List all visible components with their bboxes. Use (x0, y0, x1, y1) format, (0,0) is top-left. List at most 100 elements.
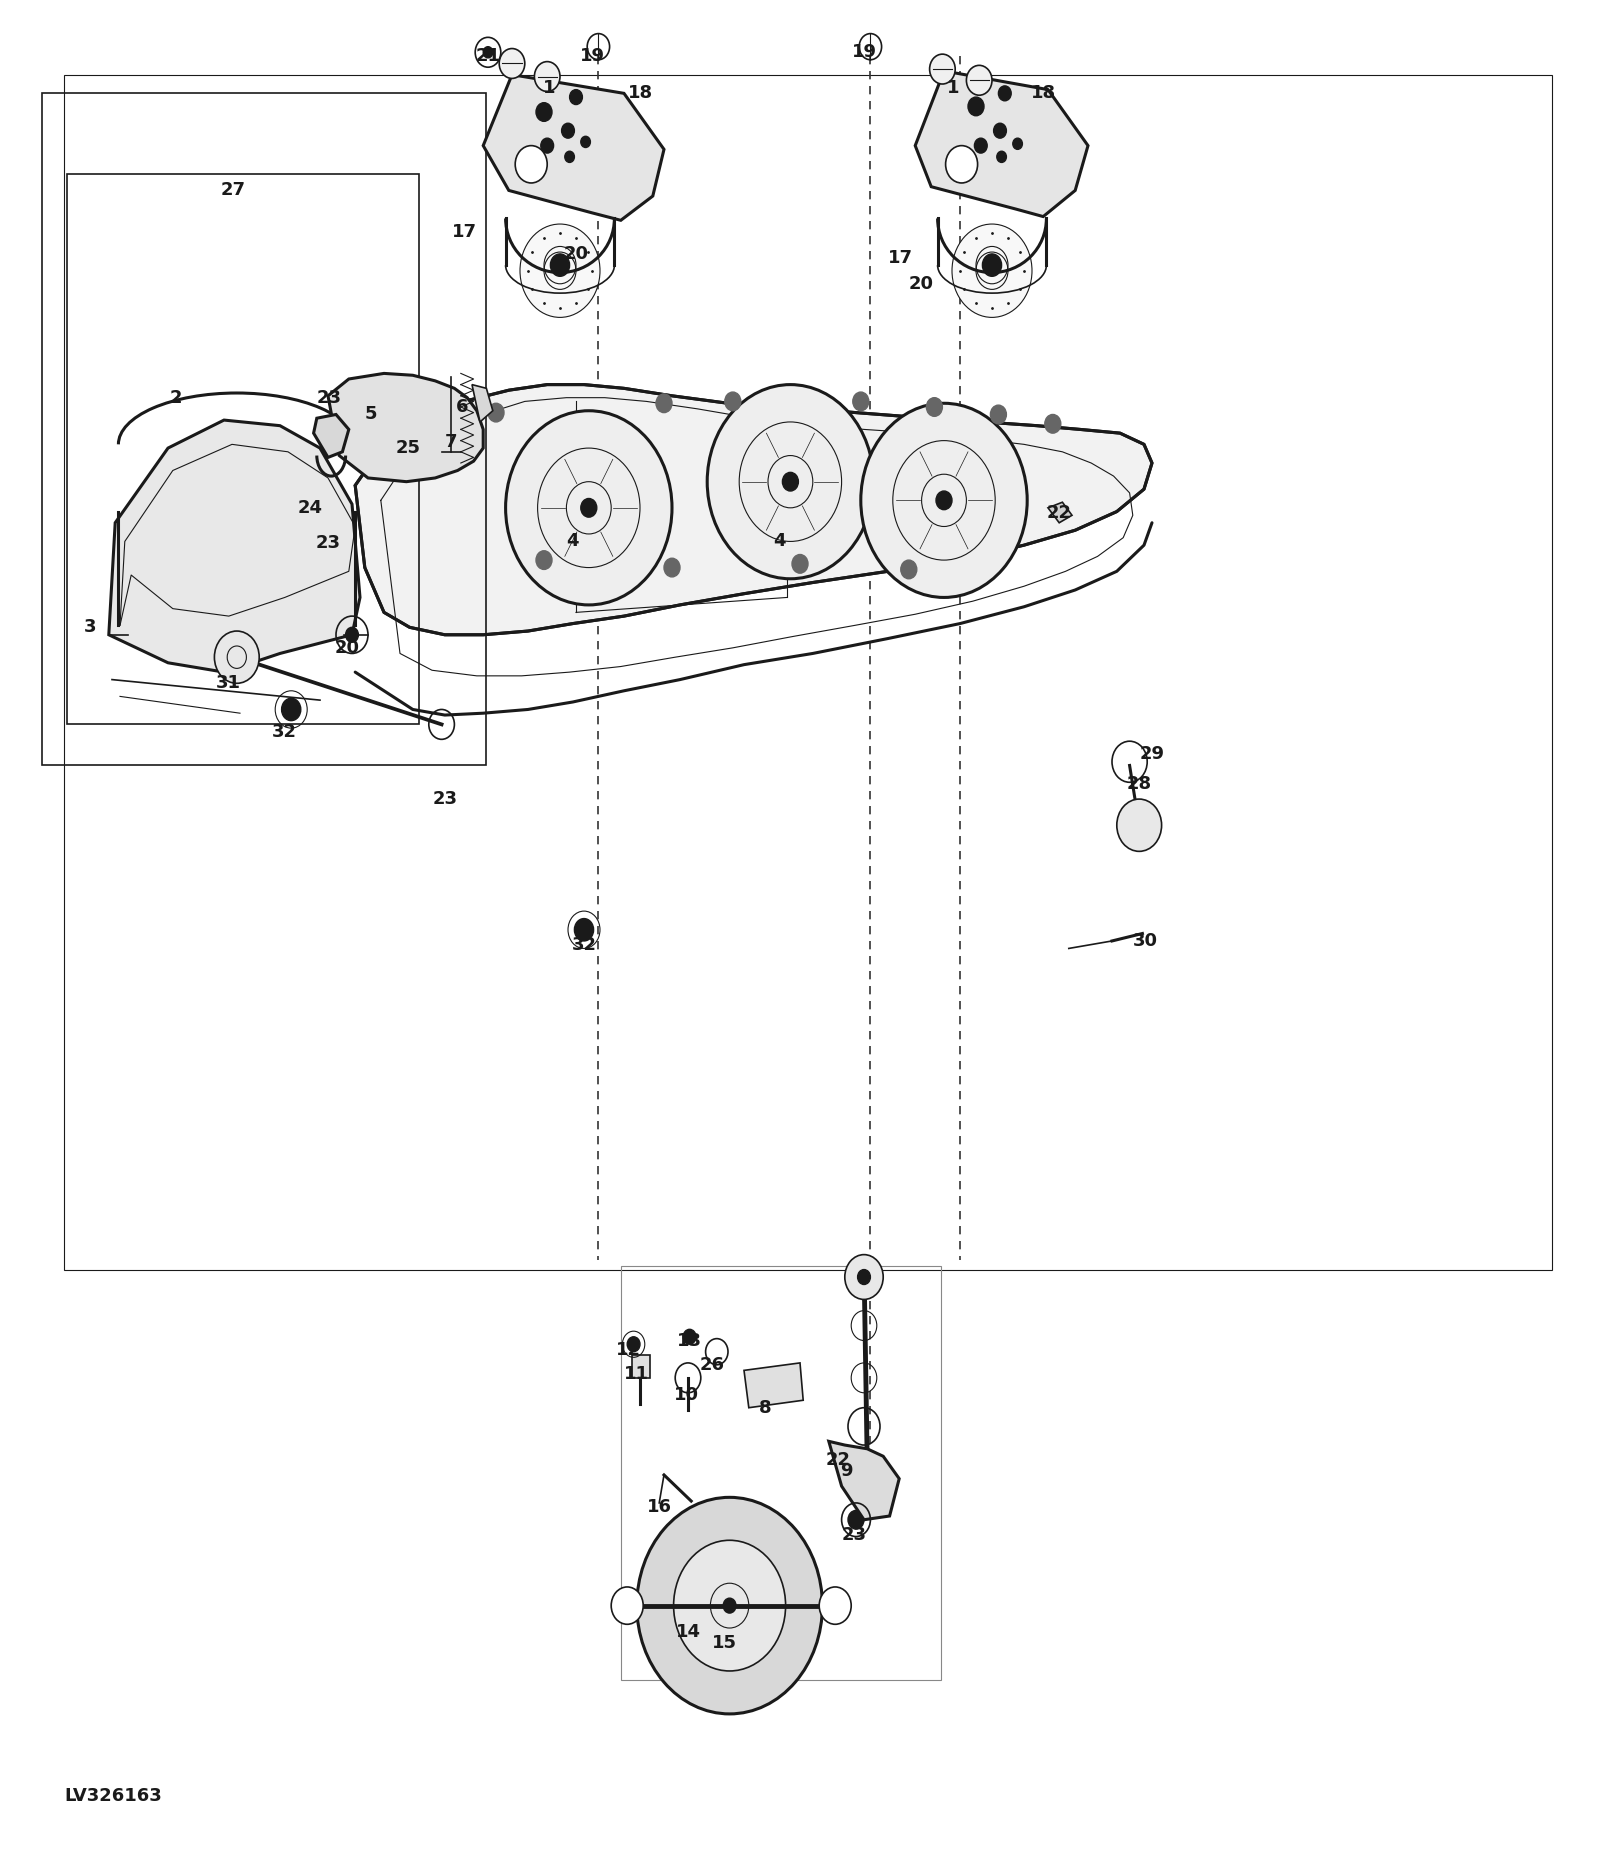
Circle shape (550, 254, 570, 276)
Circle shape (506, 411, 672, 605)
Circle shape (936, 491, 952, 510)
Text: 28: 28 (1126, 775, 1152, 793)
Text: 1: 1 (542, 78, 555, 97)
Text: 18: 18 (1030, 84, 1056, 103)
Circle shape (627, 1337, 640, 1352)
Polygon shape (632, 1355, 650, 1378)
Circle shape (488, 403, 504, 422)
Text: 8: 8 (758, 1398, 771, 1417)
Text: 20: 20 (909, 274, 934, 293)
Circle shape (998, 86, 1011, 101)
Polygon shape (483, 75, 664, 220)
Circle shape (1117, 799, 1162, 851)
Circle shape (946, 146, 978, 183)
Circle shape (725, 392, 741, 411)
Circle shape (536, 551, 552, 569)
Circle shape (664, 558, 680, 577)
Bar (42, 93, 486, 765)
Text: 22: 22 (1046, 504, 1072, 523)
Polygon shape (915, 71, 1088, 217)
Circle shape (346, 627, 358, 642)
Text: 22: 22 (826, 1451, 851, 1469)
Text: 11: 11 (624, 1365, 650, 1383)
Text: 21: 21 (475, 47, 501, 65)
Polygon shape (829, 1441, 899, 1520)
Text: 24: 24 (298, 498, 323, 517)
Text: 19: 19 (851, 43, 877, 62)
Circle shape (782, 472, 798, 491)
Circle shape (994, 123, 1006, 138)
Text: 7: 7 (445, 433, 458, 452)
Circle shape (400, 435, 416, 454)
Circle shape (570, 90, 582, 105)
Text: 32: 32 (571, 935, 597, 954)
Circle shape (968, 97, 984, 116)
Circle shape (536, 103, 552, 121)
Text: 23: 23 (315, 534, 341, 553)
Circle shape (637, 1497, 822, 1714)
Bar (67, 174, 419, 724)
Text: 2: 2 (170, 388, 182, 407)
Polygon shape (1048, 502, 1072, 523)
Circle shape (966, 65, 992, 95)
Text: 1: 1 (947, 78, 960, 97)
Text: 14: 14 (675, 1622, 701, 1641)
Bar (64, 75, 1552, 1270)
Text: 25: 25 (395, 439, 421, 457)
Circle shape (611, 1587, 643, 1624)
Circle shape (707, 385, 874, 579)
Polygon shape (571, 508, 629, 553)
Circle shape (282, 698, 301, 721)
Circle shape (562, 123, 574, 138)
Circle shape (656, 394, 672, 413)
Circle shape (848, 1510, 864, 1529)
Circle shape (1013, 138, 1022, 149)
Circle shape (674, 1540, 786, 1671)
Circle shape (952, 224, 1032, 317)
Text: 6: 6 (456, 398, 469, 416)
Circle shape (845, 1255, 883, 1299)
Text: 23: 23 (317, 388, 342, 407)
Circle shape (926, 398, 942, 416)
Circle shape (534, 62, 560, 91)
Circle shape (683, 1329, 696, 1344)
Circle shape (574, 919, 594, 941)
Circle shape (723, 1598, 736, 1613)
Text: 5: 5 (365, 405, 378, 424)
Circle shape (990, 405, 1006, 424)
Text: 3: 3 (83, 618, 96, 637)
Text: 31: 31 (216, 674, 242, 693)
Circle shape (214, 631, 259, 683)
Circle shape (997, 151, 1006, 162)
Text: 23: 23 (432, 790, 458, 808)
Text: 4: 4 (566, 532, 579, 551)
Circle shape (982, 254, 1002, 276)
Text: 13: 13 (677, 1331, 702, 1350)
Text: 27: 27 (221, 181, 246, 200)
Polygon shape (328, 373, 483, 482)
Circle shape (565, 151, 574, 162)
Polygon shape (771, 485, 829, 530)
Text: 17: 17 (451, 222, 477, 241)
Circle shape (861, 403, 1027, 597)
Circle shape (405, 431, 421, 450)
Circle shape (520, 224, 600, 317)
Text: 30: 30 (1133, 932, 1158, 950)
Polygon shape (472, 385, 493, 422)
Text: 20: 20 (334, 639, 360, 657)
Polygon shape (744, 1363, 803, 1408)
Text: 20: 20 (563, 245, 589, 263)
Circle shape (853, 392, 869, 411)
Text: 19: 19 (579, 47, 605, 65)
Circle shape (1045, 414, 1061, 433)
Text: 9: 9 (840, 1462, 853, 1481)
Text: 26: 26 (699, 1355, 725, 1374)
Polygon shape (314, 414, 349, 457)
Text: 29: 29 (1139, 745, 1165, 764)
Circle shape (541, 138, 554, 153)
Circle shape (483, 47, 493, 58)
Circle shape (792, 554, 808, 573)
Bar (621, 1266, 941, 1680)
Circle shape (974, 138, 987, 153)
Text: 23: 23 (842, 1525, 867, 1544)
